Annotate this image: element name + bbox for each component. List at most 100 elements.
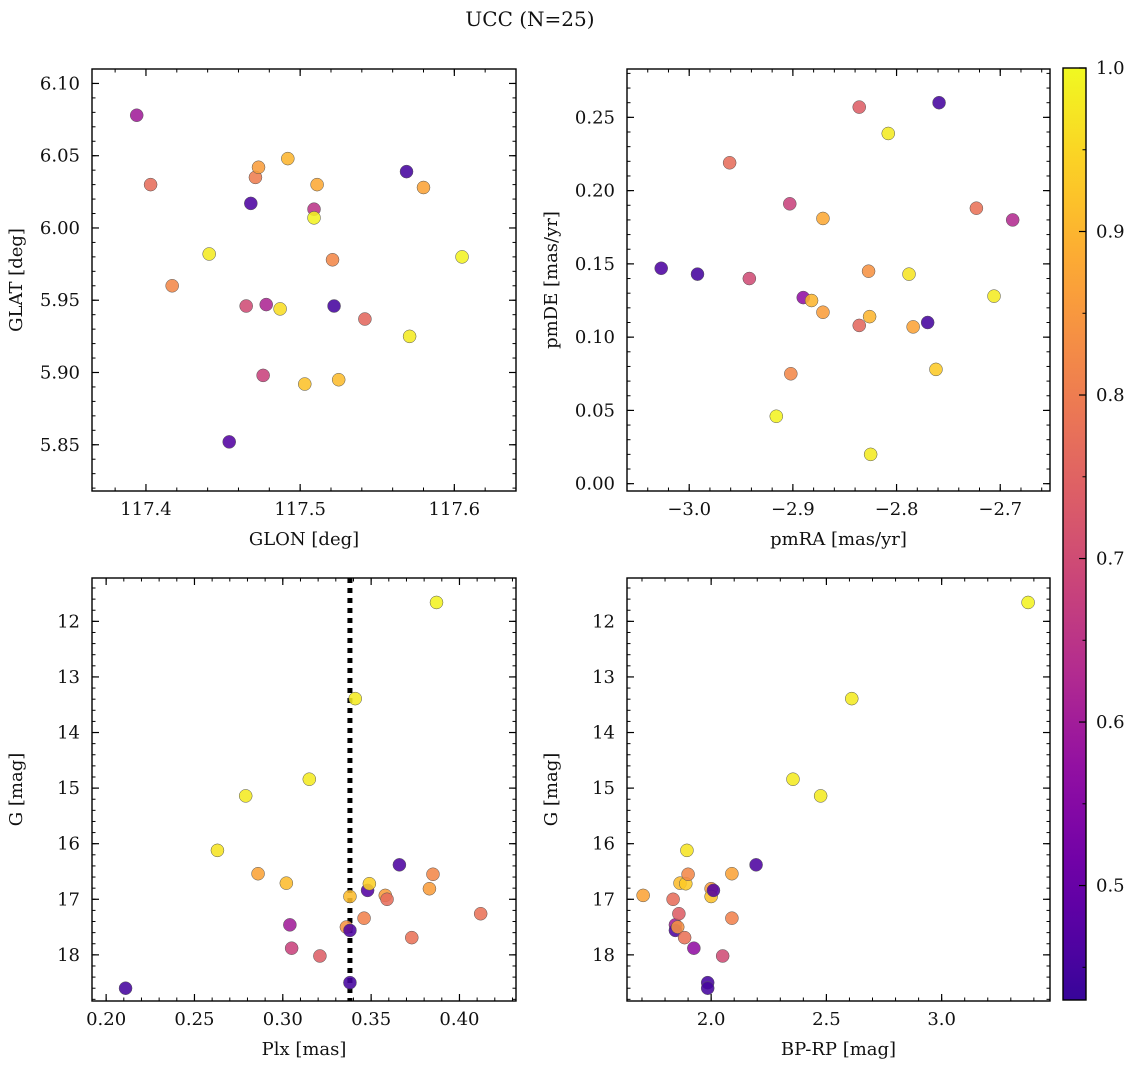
scatter-point [654, 261, 668, 276]
scatter-point [405, 930, 419, 945]
y-tick-label: 0.10 [575, 327, 615, 348]
scatter-point [769, 409, 784, 424]
scatter-point [210, 843, 225, 858]
y-tick-label: 17 [592, 889, 615, 910]
x-tick-label: 117.6 [429, 499, 481, 520]
scatter-point [666, 892, 680, 907]
x-tick-label: 2.0 [697, 1009, 726, 1030]
x-tick-label: −2.7 [978, 499, 1022, 520]
y-tick-label: 0.05 [575, 400, 615, 421]
scatter-point [313, 949, 327, 963]
scatter-point [256, 368, 270, 383]
panel-4: 2.0 2.5 3.0 12 13 14 15 16 17 18 BP-RP [mag] G [mag… [541, 577, 1051, 1060]
colorbar-tick-label: 0.6 [1096, 712, 1125, 733]
scatter-point [165, 279, 179, 293]
y-tick-label: 5.90 [40, 362, 80, 383]
y-tick-label: 0.15 [575, 254, 615, 275]
scatter-points [636, 595, 1035, 995]
scatter-point [357, 911, 371, 925]
scatter-point [725, 866, 739, 881]
scatter-points [129, 108, 469, 449]
panel-2: −3.0 −2.9 −2.8 −2.7 0.00 0.05 0.10 0.15 0.20 0.25… [541, 68, 1051, 550]
scatter-point [690, 267, 705, 281]
y-tick-label: 14 [57, 723, 80, 744]
scatter-point [402, 329, 417, 344]
x-tick-label: −2.8 [875, 499, 919, 520]
y-tick-label: 16 [592, 834, 615, 855]
axes-frame [626, 68, 1051, 492]
x-axis-label: Plx [mas] [262, 1039, 347, 1060]
scatter-point [426, 867, 440, 882]
x-axis-label: pmRA [mas/yr] [770, 529, 907, 550]
scatter-point [687, 941, 701, 955]
x-axis-label: GLON [deg] [249, 529, 359, 550]
scatter-point [852, 100, 866, 114]
scatter-point [677, 930, 692, 945]
scatter-point [392, 858, 407, 872]
scatter-point [129, 108, 144, 122]
x-tick-label: 0.25 [174, 1009, 214, 1030]
y-tick-label: 5.85 [40, 435, 80, 456]
scatter-point [279, 876, 294, 890]
y-tick-label: 13 [57, 667, 80, 688]
scatter-point [786, 772, 800, 786]
scatter-point [473, 906, 488, 921]
y-tick-label: 15 [57, 778, 80, 799]
colorbar-tick-label: 0.9 [1096, 222, 1125, 243]
scatter-point [816, 305, 830, 319]
scatter-point [845, 691, 859, 706]
panel-1: 117.4 117.5 117.6 5.85 5.90 5.95 6.00 6.05 6.10 G… [6, 68, 517, 550]
panel-3: 0.20 0.25 0.30 0.35 0.40 12 13 14 15 16 17 18 Plx [m… [6, 577, 517, 1060]
scatter-point [331, 372, 346, 387]
scatter-point [343, 923, 357, 938]
scatter-point [929, 362, 943, 377]
scatter-point [813, 789, 828, 803]
scatter-point [244, 196, 258, 211]
scatter-point [455, 250, 469, 264]
scatter-point [804, 293, 819, 308]
scatter-point [362, 876, 377, 891]
scatter-point [636, 888, 650, 903]
axes-frame [91, 68, 517, 492]
scatter-point [670, 920, 685, 934]
scatter-point [862, 309, 877, 324]
scatter-point [284, 941, 299, 955]
scatter-point [298, 377, 312, 391]
figure-title: UCC (N=25) [465, 7, 594, 31]
y-tick-label: 6.00 [40, 218, 80, 239]
scatter-point [852, 318, 866, 333]
x-tick-label: 0.30 [263, 1009, 303, 1030]
scatter-points [654, 95, 1020, 462]
scatter-point [700, 981, 715, 995]
y-tick-label: 5.95 [40, 290, 80, 311]
y-axis-label: pmDE [mas/yr] [541, 211, 562, 349]
y-tick-label: 18 [57, 945, 80, 966]
scatter-point [1005, 213, 1020, 227]
scatter-point [816, 211, 830, 226]
scatter-point [906, 320, 920, 334]
scatter-point [273, 302, 287, 316]
scatter-points [118, 595, 488, 995]
scatter-point [422, 881, 437, 896]
scatter-point [429, 595, 444, 610]
scatter-point [325, 253, 340, 267]
y-tick-label: 16 [57, 834, 80, 855]
axes-frame [626, 577, 1051, 1002]
scatter-point [725, 911, 739, 925]
scatter-point [343, 975, 357, 990]
y-axis-label: G [mag] [541, 753, 562, 826]
y-axis-label: G [mag] [6, 753, 27, 826]
scatter-point [784, 367, 798, 381]
scatter-point [416, 180, 431, 195]
scatter-point [307, 211, 321, 225]
scatter-point [281, 151, 295, 166]
colorbar-tick-label: 0.5 [1096, 876, 1125, 897]
scatter-point [251, 866, 265, 881]
colorbar-tick-label: 1.0 [1096, 58, 1125, 79]
scatter-point [222, 435, 236, 449]
scatter-point [672, 906, 686, 921]
scatter-point [749, 858, 763, 872]
scatter-point [987, 289, 1001, 303]
y-tick-label: 13 [592, 667, 615, 688]
scatter-point [143, 177, 158, 192]
